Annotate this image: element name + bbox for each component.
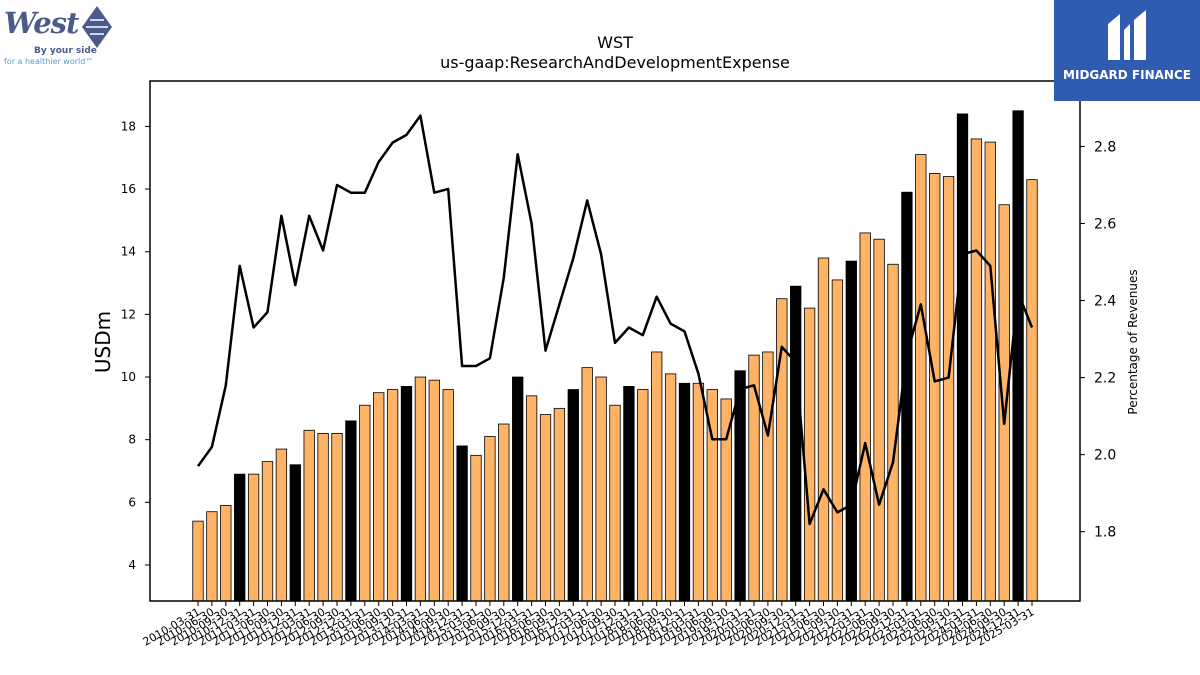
bar [609, 404, 621, 602]
y-tick-label: 8 [128, 433, 136, 447]
y-tick-label: 12 [121, 307, 136, 321]
bar [1026, 179, 1038, 602]
y2-tick-label: 2.8 [1094, 139, 1116, 155]
bar [762, 351, 774, 602]
bar [289, 464, 301, 602]
bar [206, 511, 218, 602]
bar [859, 232, 871, 602]
bar [748, 354, 760, 602]
chart-title: WST [597, 33, 633, 52]
percentage-line [196, 114, 1034, 526]
y-axis-right: 1.8 2.0 2.2 2.4 2.6 2.8 [1080, 139, 1116, 541]
x-axis: 2010-03-312010-06-302010-09-302010-12-31… [141, 601, 1037, 649]
bar [359, 404, 371, 602]
bar [901, 191, 913, 602]
bar [845, 260, 857, 602]
bar [234, 473, 246, 602]
bar [915, 154, 927, 602]
y2-tick-label: 2.4 [1094, 294, 1116, 310]
bar [595, 376, 607, 602]
bar [873, 238, 885, 602]
bar [386, 389, 399, 602]
midgard-wordmark: MIDGARD FINANCE [1063, 68, 1191, 82]
bar [247, 473, 260, 602]
bar [970, 138, 983, 602]
bar [1012, 110, 1024, 602]
bar [651, 351, 663, 602]
y-tick-label: 4 [128, 558, 136, 572]
bar [303, 429, 315, 602]
west-tagline: By your side [34, 46, 97, 56]
y-tick-label: 6 [128, 495, 136, 509]
bar [512, 376, 524, 602]
bar [414, 376, 427, 602]
bar [498, 423, 510, 602]
midgard-mark-icon [1108, 10, 1146, 60]
bar [373, 392, 385, 602]
bar [956, 113, 969, 602]
bar [525, 395, 538, 602]
bar [442, 389, 454, 602]
bar [220, 505, 232, 602]
bar [261, 461, 274, 602]
bar [456, 445, 468, 602]
west-logo: West By your side for a healthier world™ [4, 4, 116, 68]
bar [831, 279, 844, 602]
bar [817, 257, 830, 602]
bar [998, 204, 1010, 602]
midgard-logo: MIDGARD FINANCE [1054, 0, 1200, 101]
bar [470, 454, 482, 602]
bar-series [192, 110, 1038, 602]
chart-subtitle: us-gaap:ResearchAndDevelopmentExpense [440, 53, 790, 72]
bar [428, 379, 440, 602]
y-tick-label: 14 [121, 245, 136, 259]
y2-tick-label: 2.2 [1094, 371, 1116, 387]
y-axis-left: 4 6 8 10 12 14 16 18 [121, 119, 150, 572]
bar [539, 414, 552, 602]
bar [790, 285, 802, 602]
west-diamond-icon [82, 6, 112, 48]
bar [484, 436, 496, 602]
y2-tick-label: 1.8 [1094, 525, 1116, 541]
bar [581, 367, 593, 602]
west-tagline-2: for a healthier world™ [4, 57, 94, 66]
bar [678, 382, 691, 602]
bar [345, 420, 357, 602]
bar [400, 386, 413, 602]
bar [942, 176, 955, 602]
bar [664, 373, 677, 602]
y2-tick-label: 2.6 [1094, 217, 1116, 233]
bar [331, 433, 343, 602]
y-tick-label: 18 [121, 119, 136, 133]
y-tick-label: 16 [121, 182, 136, 196]
bar [637, 389, 649, 602]
bar [776, 298, 788, 602]
bar [317, 433, 329, 602]
y-axis-label: USDm [91, 311, 115, 373]
bar [803, 307, 816, 602]
bar [692, 382, 705, 602]
west-logo-word: West [4, 6, 79, 40]
bar [275, 448, 288, 602]
bar [553, 407, 566, 602]
y-tick-label: 10 [121, 370, 136, 384]
bar [984, 141, 996, 602]
bar [623, 386, 635, 602]
bar [929, 173, 941, 602]
y2-tick-label: 2.0 [1094, 448, 1116, 464]
y2-axis-label: Percentage of Revenues [1126, 269, 1140, 414]
bar [192, 520, 204, 602]
bar [567, 389, 579, 602]
